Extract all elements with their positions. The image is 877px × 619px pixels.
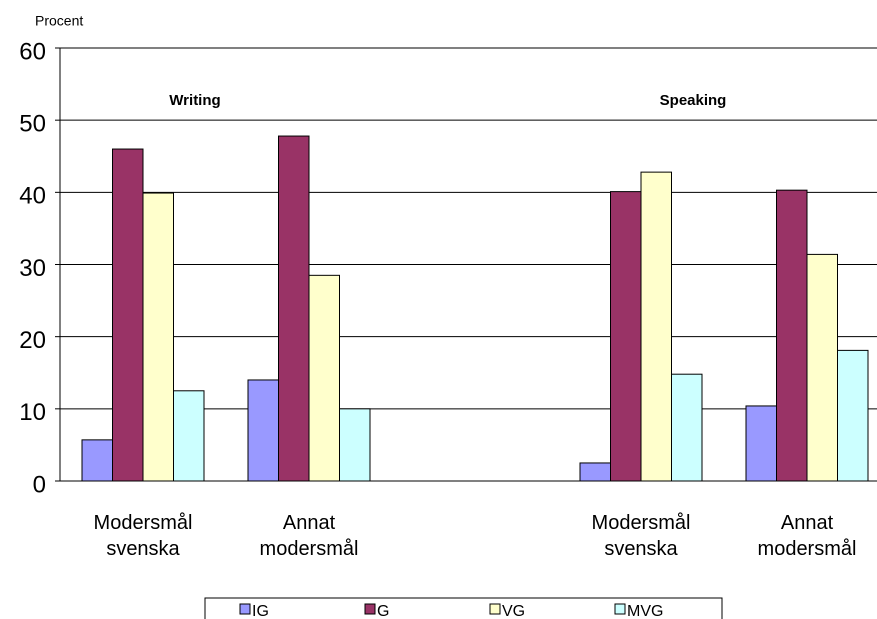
annotation: Speaking: [660, 92, 727, 109]
y-tick-label: 0: [33, 471, 46, 498]
y-tick-label: 60: [19, 38, 46, 65]
bar: [112, 148, 144, 482]
bar: [837, 349, 869, 482]
x-tick-label: Modersmål svenska: [94, 512, 193, 560]
y-tick-label: 20: [19, 327, 46, 354]
bar: [806, 253, 838, 482]
bar: [640, 171, 672, 482]
legend-label: VG: [502, 603, 525, 619]
y-axis-label: Procent: [35, 13, 83, 29]
y-tick-label: 40: [19, 183, 46, 210]
bar: [247, 379, 279, 482]
legend-swatch: [239, 603, 251, 615]
legend-swatch: [489, 603, 501, 615]
x-tick-label: Annat modersmål: [758, 512, 857, 560]
bar: [278, 135, 310, 482]
legend-label: G: [377, 603, 389, 619]
legend-label: MVG: [627, 603, 663, 619]
bar: [173, 390, 205, 482]
bar: [81, 439, 113, 482]
bar: [142, 192, 174, 482]
bar: [610, 191, 642, 482]
x-tick-label: Modersmål svenska: [592, 512, 691, 560]
bar: [745, 405, 777, 482]
y-tick-label: 30: [19, 255, 46, 282]
legend-box: [204, 597, 723, 619]
y-tick-label: 10: [19, 399, 46, 426]
legend-swatch: [614, 603, 626, 615]
legend-label: IG: [252, 603, 269, 619]
y-tick-label: 50: [19, 111, 46, 138]
bar: [776, 189, 808, 482]
annotation: Writing: [169, 92, 220, 109]
bar: [339, 408, 371, 482]
bar: [308, 274, 340, 482]
bar: [671, 373, 703, 482]
bar: [579, 462, 611, 482]
x-tick-label: Annat modersmål: [260, 512, 359, 560]
legend-swatch: [364, 603, 376, 615]
